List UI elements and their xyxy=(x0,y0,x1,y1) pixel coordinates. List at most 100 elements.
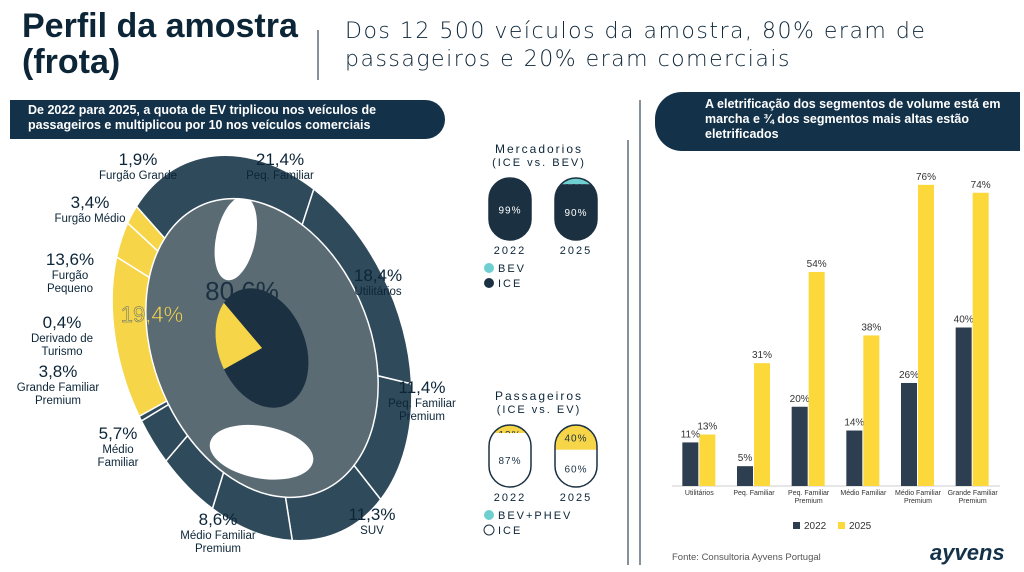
category-label: Médio Familiar xyxy=(97,444,139,469)
bar xyxy=(682,442,699,486)
bar xyxy=(863,335,880,486)
bar xyxy=(699,434,716,486)
legend-label: BEV+PHEV xyxy=(498,510,572,522)
capsule-segment xyxy=(555,178,597,185)
wheel-label: 21,4% Peq. Familiar xyxy=(230,150,330,183)
category-label: Furgão Médio xyxy=(54,213,126,225)
wheel-label: 3,8% Grande Familiar Premium xyxy=(8,362,108,408)
x-tick-label: Médio Familiar xyxy=(840,490,887,497)
subtitle: Dos 12 500 veículos da amostra, 80% eram… xyxy=(345,19,927,72)
bar xyxy=(737,466,753,486)
value-label: 11% xyxy=(681,429,700,440)
value-label: 21,4% xyxy=(255,150,305,169)
legend-label: ICE xyxy=(498,278,522,290)
x-tick-label: Utilitários xyxy=(684,490,714,497)
bar xyxy=(955,327,972,486)
legend-swatch xyxy=(838,522,845,529)
capsule-segment xyxy=(555,184,597,240)
value-label: 18,4% xyxy=(353,266,403,285)
wheel-label: 18,4% Utilitários xyxy=(333,266,423,299)
value-label: 99% xyxy=(498,205,521,216)
wheel xyxy=(215,288,309,408)
x-tick-label: Médio Familiar Premium xyxy=(895,490,941,505)
value-label: 11,4% xyxy=(398,378,446,397)
value-label: 60% xyxy=(564,464,587,475)
value-label: 8,6% xyxy=(198,510,238,529)
legend-label: 2022 xyxy=(804,521,827,532)
capsule-outline xyxy=(488,424,532,488)
left-banner: De 2022 para 2025, a quota de EV triplic… xyxy=(10,100,445,139)
legend-dot xyxy=(483,524,495,536)
hub-slice xyxy=(223,288,309,408)
legend-label: BEV xyxy=(498,263,526,275)
capsule-outline xyxy=(554,177,598,241)
bar xyxy=(901,382,917,486)
capsule-segment xyxy=(489,178,531,240)
value-label: 3,4% xyxy=(70,193,110,212)
x-tick-label: Peq. Familiar Premium xyxy=(788,490,830,505)
category-label: Furgão Pequeno xyxy=(46,270,94,295)
capsule-outline xyxy=(488,177,532,241)
x-tick-label: Grande Familiar Premium xyxy=(947,490,998,505)
hub-label: 19,4% xyxy=(121,302,183,327)
value-label: 5% xyxy=(738,453,753,464)
bar xyxy=(846,430,863,486)
category-label: Utilitários xyxy=(354,286,402,298)
year-label: 2022 xyxy=(494,245,526,257)
value-label: 13,6% xyxy=(45,250,95,269)
wheel-label: 0,4% Derivado de Turismo xyxy=(12,313,112,359)
legend-dot xyxy=(484,278,494,288)
wheel-label: 11,4% Peq. Familiar Premium xyxy=(377,378,467,424)
value-label: 5,7% xyxy=(98,424,138,443)
hub-label: 80,6% xyxy=(205,276,279,306)
bar xyxy=(918,184,934,486)
value-label: 40% xyxy=(954,315,974,326)
value-label: 14% xyxy=(844,418,864,429)
category-label: Furgão Grande xyxy=(99,170,177,182)
value-label: 0,4% xyxy=(42,313,82,332)
capsule-segment xyxy=(489,433,531,487)
wheel-spoke-hole xyxy=(214,196,257,281)
x-tick-label: Peq. Familiar xyxy=(733,490,775,497)
bar xyxy=(972,192,989,486)
capsule-outline xyxy=(554,424,598,488)
wheel-label: 1,9% Furgão Grande xyxy=(88,150,188,183)
capsule-title: Mercadorios xyxy=(495,142,583,156)
bar xyxy=(754,363,770,486)
value-label: 40% xyxy=(564,433,587,444)
wheel-label: 11,3% SUV xyxy=(342,505,402,538)
legend-dot xyxy=(484,263,494,273)
value-label: 54% xyxy=(807,259,827,270)
wheel-label: 13,6% Furgão Pequeno xyxy=(30,250,110,296)
value-label: 31% xyxy=(752,350,772,361)
value-label: 20% xyxy=(790,394,810,405)
year-label: 2025 xyxy=(560,492,592,504)
title: Perfil da amostra (frota) xyxy=(22,7,298,81)
value-label: 3,8% xyxy=(38,362,78,381)
value-label: 11,3% xyxy=(348,505,396,524)
source: Fonte: Consultoria Ayvens Portugal xyxy=(672,552,821,563)
category-label: Médio Familiar Premium xyxy=(180,530,256,555)
value-label: 38% xyxy=(861,322,881,333)
wheel-label: 5,7% Médio Familiar xyxy=(83,424,153,470)
value-label: 87% xyxy=(498,456,521,467)
legend-label: ICE xyxy=(498,525,522,537)
value-label: 74% xyxy=(971,180,991,191)
capsule-segment xyxy=(489,425,531,434)
bar xyxy=(808,272,825,486)
category-label: SUV xyxy=(360,525,384,537)
year-label: 2025 xyxy=(560,245,592,257)
bar xyxy=(791,406,808,486)
capsule-subtitle: (ICE vs. EV) xyxy=(497,404,582,416)
value-label: 13% xyxy=(697,421,717,432)
capsule-subtitle: (ICE vs. BEV) xyxy=(492,157,586,169)
legend-dot xyxy=(484,510,494,520)
capsule-title: Passageiros xyxy=(495,389,583,403)
wheel-spoke-hole xyxy=(209,424,314,480)
value-label: 26% xyxy=(899,370,919,381)
category-label: Peq. Familiar Premium xyxy=(388,398,456,423)
logo: ayvens xyxy=(930,540,1005,565)
value-label: 76% xyxy=(916,172,936,183)
value-label: 1,9% xyxy=(118,150,158,169)
